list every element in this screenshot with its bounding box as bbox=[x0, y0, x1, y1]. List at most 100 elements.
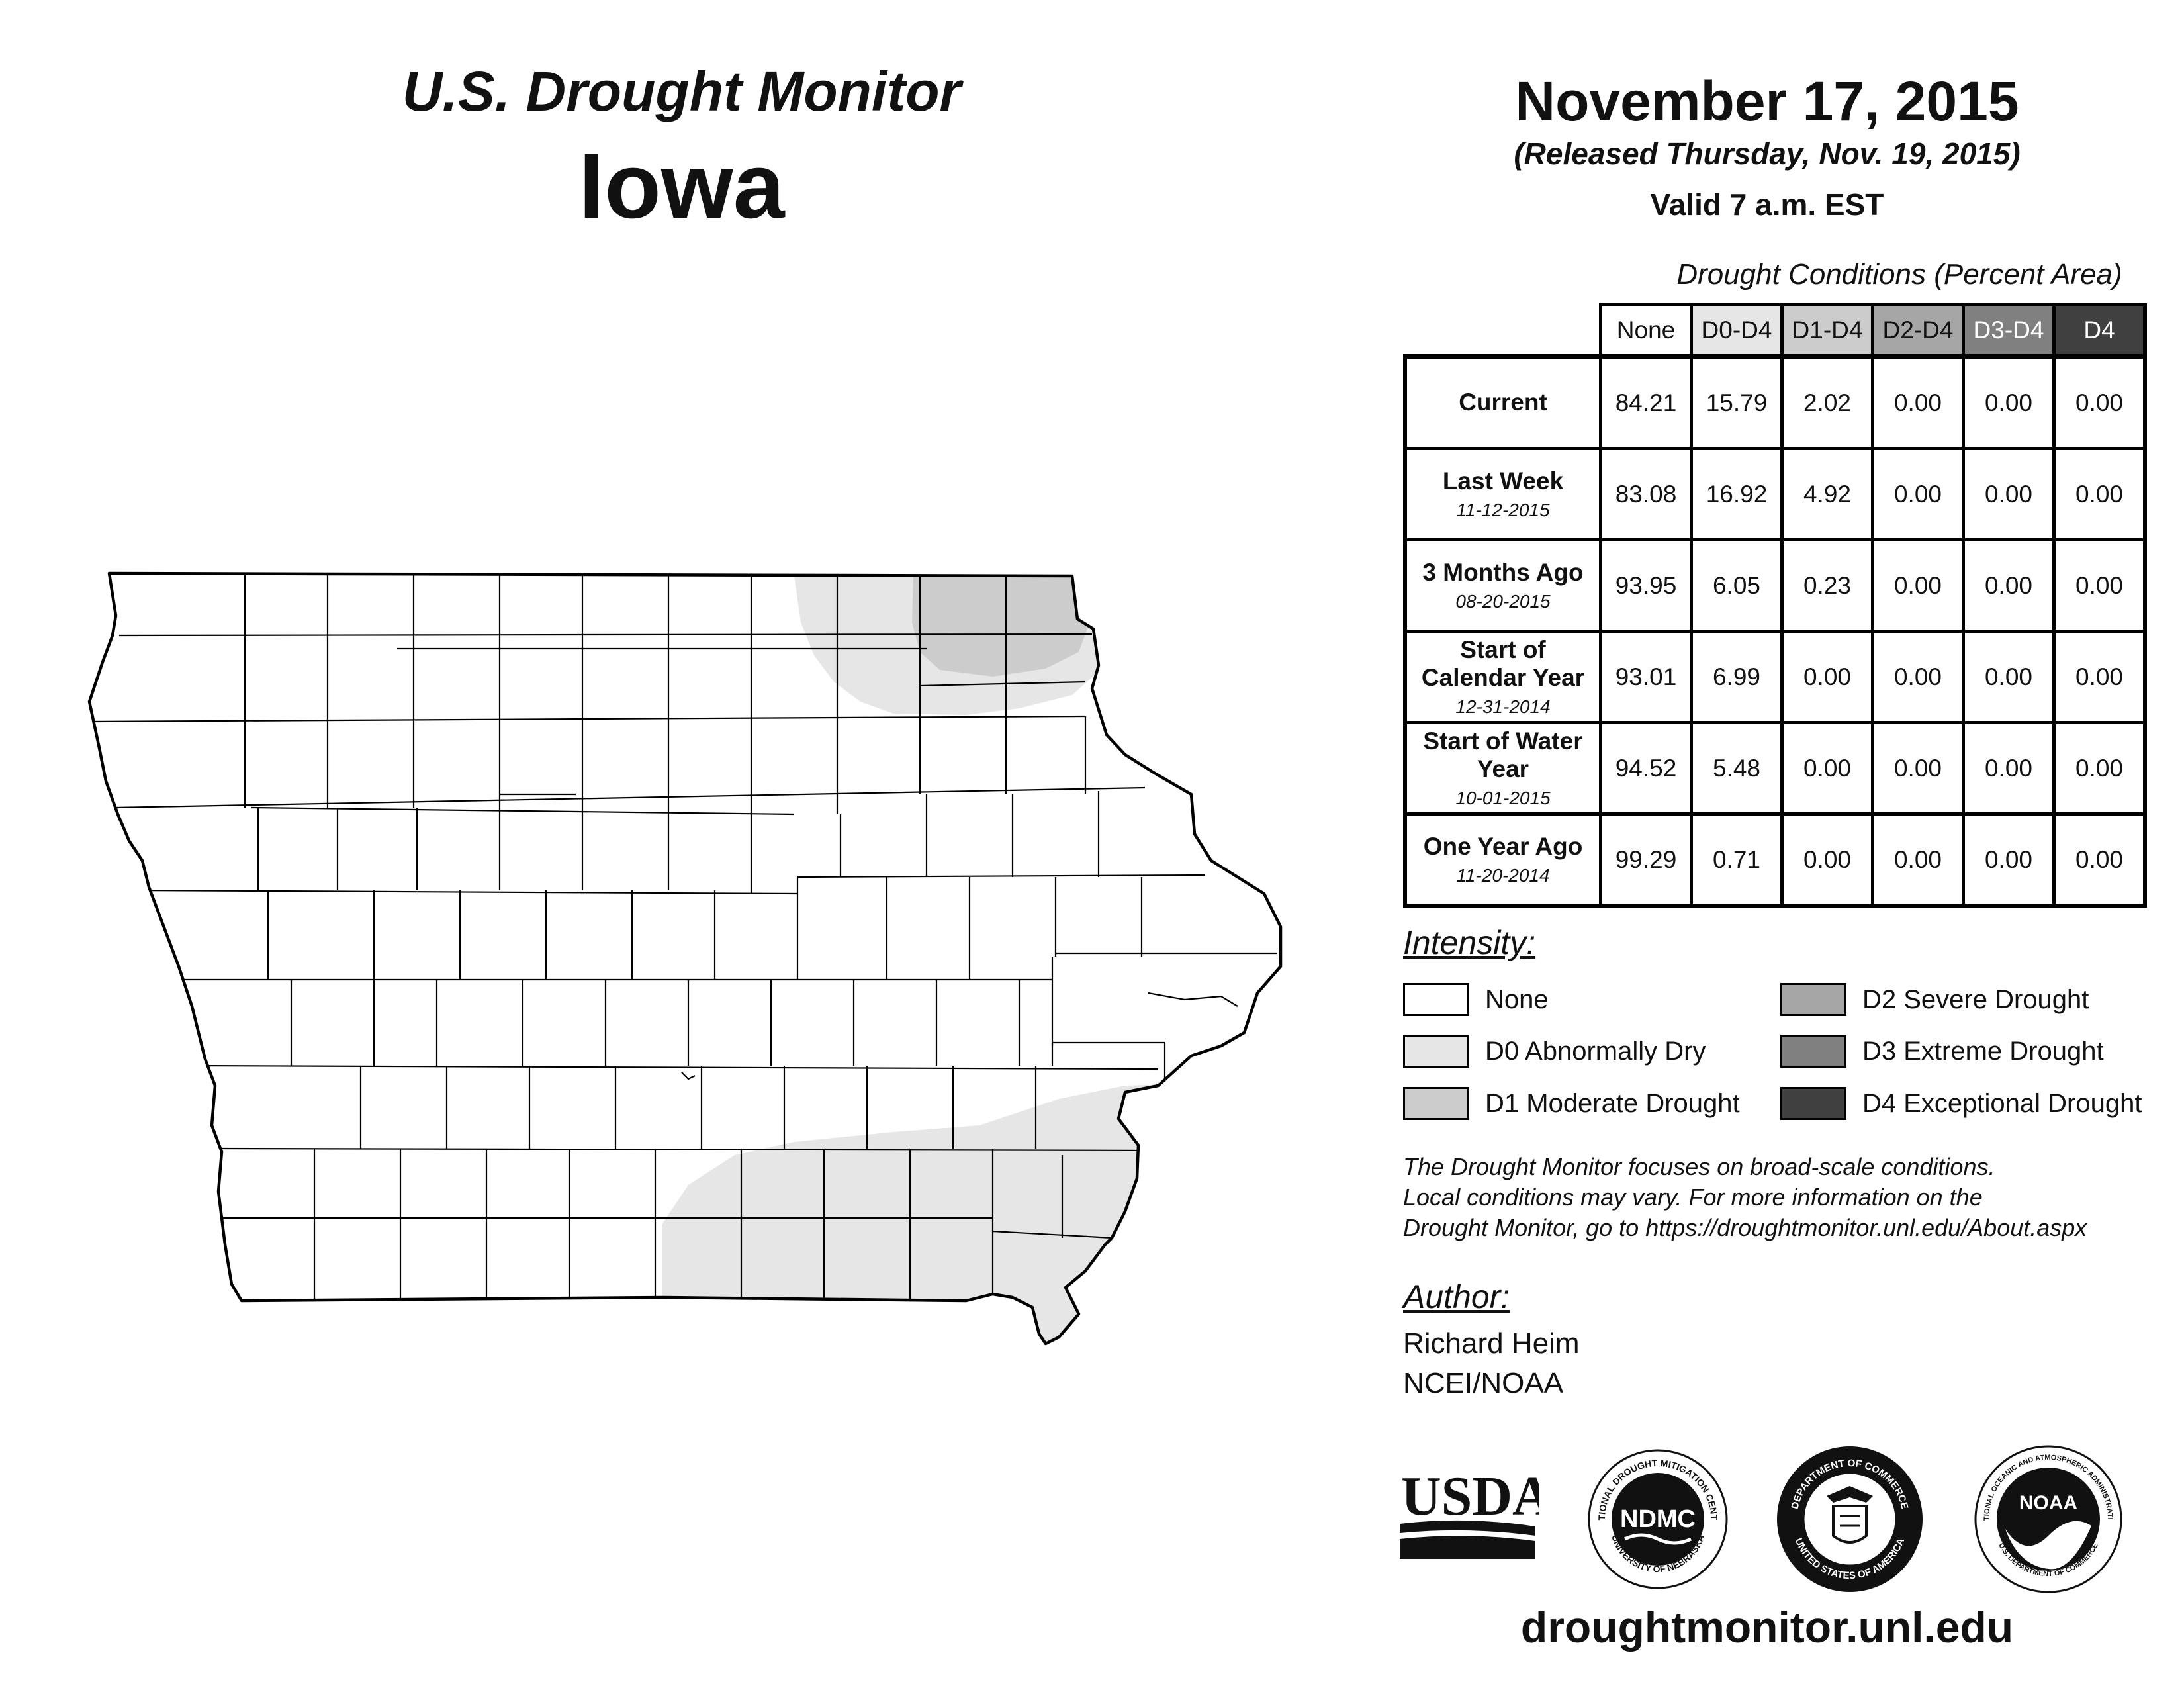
department-of-commerce-seal: DEPARTMENT OF COMMERCE UNITED STATES OF … bbox=[1777, 1446, 1923, 1592]
row-date: 11-12-2015 bbox=[1456, 499, 1550, 520]
table-cell: 0.00 bbox=[1780, 630, 1874, 724]
author-heading: Author: bbox=[1403, 1278, 1510, 1315]
row-label: One Year Ago 11-20-2014 bbox=[1403, 812, 1602, 908]
row-label: Last Week 11-12-2015 bbox=[1403, 447, 1602, 541]
table-cell: 6.99 bbox=[1690, 630, 1784, 724]
table-row-start-of-water-year: Start of Water Year 10-01-2015 94.52 5.48… bbox=[1403, 721, 2147, 816]
ndmc-logo: NATIONAL DROUGHT MITIGATION CENTER UNIVE… bbox=[1585, 1446, 1728, 1589]
table-cell: 0.71 bbox=[1690, 812, 1784, 908]
legend-item-d4: D4 Exceptional Drought bbox=[1780, 1086, 2142, 1121]
table-cell: 0.00 bbox=[1962, 447, 2056, 541]
table-cell: 0.00 bbox=[2052, 354, 2147, 450]
table-row-last-week: Last Week 11-12-2015 83.08 16.92 4.92 0.0… bbox=[1403, 447, 2147, 541]
legend-label: D0 Abnormally Dry bbox=[1485, 1036, 1706, 1066]
table-cell: 0.00 bbox=[1871, 630, 1965, 724]
table-cell: 0.00 bbox=[1962, 812, 2056, 908]
table-cell: 0.00 bbox=[1871, 538, 1965, 633]
table-cell: 0.00 bbox=[1871, 812, 1965, 908]
row-label: Current bbox=[1403, 354, 1602, 450]
table-cell: 16.92 bbox=[1690, 447, 1784, 541]
legend-swatch bbox=[1780, 1035, 1846, 1068]
table-row-current: Current 84.21 15.79 2.02 0.00 0.00 0.00 bbox=[1403, 354, 2147, 450]
note-line: Drought Monitor, go to https://droughtmo… bbox=[1403, 1214, 2087, 1242]
table-cell: 84.21 bbox=[1599, 354, 1693, 450]
table-cell: 0.00 bbox=[2052, 538, 2147, 633]
note-line: The Drought Monitor focuses on broad-sca… bbox=[1403, 1153, 1995, 1180]
release-date: (Released Thursday, Nov. 19, 2015) bbox=[1514, 136, 2021, 171]
table-cell: 0.00 bbox=[2052, 630, 2147, 724]
table-row-3-months-ago: 3 Months Ago 08-20-2015 93.95 6.05 0.23 0… bbox=[1403, 538, 2147, 633]
usda-logo: USDA bbox=[1400, 1466, 1539, 1559]
table-cell: 5.48 bbox=[1690, 721, 1784, 816]
table-cell: 0.00 bbox=[1962, 354, 2056, 450]
row-label-text: Last Week bbox=[1442, 467, 1564, 495]
row-date: 11-20-2014 bbox=[1456, 865, 1550, 886]
map-date: November 17, 2015 bbox=[1515, 70, 2019, 132]
table-cell: 0.23 bbox=[1780, 538, 1874, 633]
header-blank-cell bbox=[1405, 305, 1601, 357]
legend-title: Intensity: bbox=[1403, 924, 1536, 961]
d1-region-northeast bbox=[912, 576, 1092, 677]
legend-item-d2: D2 Severe Drought bbox=[1780, 982, 2089, 1017]
legend-swatch bbox=[1403, 1035, 1469, 1068]
row-label: 3 Months Ago 08-20-2015 bbox=[1403, 538, 1602, 633]
table-cell: 0.00 bbox=[2052, 721, 2147, 816]
column-header-d2-d4: D2-D4 bbox=[1871, 303, 1965, 358]
row-label: Start of Water Year 10-01-2015 bbox=[1403, 721, 1602, 816]
table-cell: 0.00 bbox=[2052, 447, 2147, 541]
table-cell: 0.00 bbox=[1871, 721, 1965, 816]
table-cell: 0.00 bbox=[1962, 538, 2056, 633]
usda-logo-text: USDA bbox=[1401, 1466, 1539, 1527]
table-row-one-year-ago: One Year Ago 11-20-2014 99.29 0.71 0.00 0… bbox=[1403, 812, 2147, 908]
column-header-d4: D4 bbox=[2052, 303, 2147, 358]
county-boundaries bbox=[92, 575, 1277, 1301]
table-cell: 99.29 bbox=[1599, 812, 1693, 908]
column-header-d0-d4: D0-D4 bbox=[1690, 303, 1784, 358]
table-cell: 94.52 bbox=[1599, 721, 1693, 816]
row-label-text: Start of Water Year bbox=[1423, 727, 1583, 783]
legend-label: None bbox=[1485, 984, 1549, 1014]
legend-label: D3 Extreme Drought bbox=[1862, 1036, 2104, 1066]
iowa-drought-map bbox=[87, 571, 1283, 1346]
table-row-start-of-calendar-year: Start of Calendar Year 12-31-2014 93.01 6… bbox=[1403, 630, 2147, 724]
row-label-text: 3 Months Ago bbox=[1422, 559, 1584, 586]
drought-conditions-table: None D0-D4 D1-D4 D2-D4 D3-D4 D4 Current … bbox=[1403, 303, 2147, 908]
row-label-text: Start of Calendar Year bbox=[1421, 635, 1585, 692]
row-date: 10-01-2015 bbox=[1455, 787, 1551, 808]
legend-swatch bbox=[1780, 1087, 1846, 1120]
table-cell: 2.02 bbox=[1780, 354, 1874, 450]
table-caption: Drought Conditions (Percent Area) bbox=[1676, 258, 2122, 291]
state-name: Iowa bbox=[578, 134, 785, 238]
table-cell: 0.00 bbox=[1780, 721, 1874, 816]
legend-item-d1: D1 Moderate Drought bbox=[1403, 1086, 1740, 1121]
note-line: Local conditions may vary. For more info… bbox=[1403, 1184, 1983, 1211]
legend-item-d3: D3 Extreme Drought bbox=[1780, 1033, 2104, 1069]
column-header-d3-d4: D3-D4 bbox=[1962, 303, 2056, 358]
ndmc-logo-text: NDMC bbox=[1620, 1505, 1696, 1533]
column-header-none: None bbox=[1599, 303, 1693, 358]
website-url[interactable]: droughtmonitor.unl.edu bbox=[1520, 1603, 2014, 1652]
legend-label: D2 Severe Drought bbox=[1862, 984, 2089, 1014]
author-name: Richard Heim bbox=[1403, 1327, 1580, 1360]
table-cell: 0.00 bbox=[1962, 630, 2056, 724]
noaa-logo-text: NOAA bbox=[2019, 1492, 2077, 1514]
row-date: 08-20-2015 bbox=[1455, 590, 1551, 612]
table-cell: 93.95 bbox=[1599, 538, 1693, 633]
row-label: Start of Calendar Year 12-31-2014 bbox=[1403, 630, 1602, 724]
legend-swatch bbox=[1403, 983, 1469, 1016]
valid-time: Valid 7 a.m. EST bbox=[1650, 187, 1884, 222]
disclaimer-note: The Drought Monitor focuses on broad-sca… bbox=[1403, 1152, 2184, 1243]
column-header-d1-d4: D1-D4 bbox=[1780, 303, 1874, 358]
row-label-text: One Year Ago bbox=[1423, 833, 1583, 861]
row-label-text: Current bbox=[1459, 389, 1547, 416]
table-cell: 0.00 bbox=[1871, 447, 1965, 541]
row-date: 12-31-2014 bbox=[1455, 696, 1551, 717]
table-cell: 0.00 bbox=[1780, 812, 1874, 908]
legend-item-d0: D0 Abnormally Dry bbox=[1403, 1033, 1706, 1069]
table-cell: 93.01 bbox=[1599, 630, 1693, 724]
noaa-logo: NATIONAL OCEANIC AND ATMOSPHERIC ADMINIS… bbox=[1972, 1443, 2122, 1593]
map-title: U.S. Drought Monitor bbox=[402, 60, 962, 122]
legend-label: D1 Moderate Drought bbox=[1485, 1088, 1740, 1118]
table-cell: 0.00 bbox=[1962, 721, 2056, 816]
author-organization: NCEI/NOAA bbox=[1403, 1367, 1564, 1399]
